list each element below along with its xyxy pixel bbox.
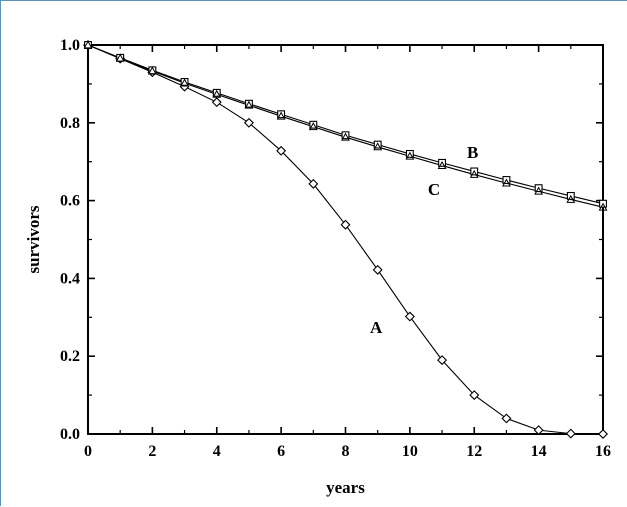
x-tick-label: 16 [595, 443, 611, 460]
y-tick-label: 0.2 [60, 348, 80, 365]
x-tick-label: 6 [277, 443, 285, 460]
marker-a [372, 264, 383, 275]
series-lines-group [87, 44, 604, 435]
marker-a [469, 390, 480, 401]
tick-group [87, 44, 604, 435]
marker-a [243, 117, 254, 128]
y-tick-label: 0.8 [60, 115, 80, 132]
series-line-a [87, 44, 604, 435]
marker-a [565, 428, 576, 439]
marker-c [501, 178, 511, 187]
marker-c [373, 142, 383, 151]
series-line-b [87, 44, 604, 205]
y-tick-label: 0.4 [60, 270, 80, 287]
marker-a [404, 311, 415, 322]
series-label-b: B [467, 143, 478, 162]
y-tick-label: 1.0 [60, 37, 80, 54]
text-group: 0 2 4 6 8 10 12 14 16 0.0 0.2 0.4 0.6 0.8 1.0 years surv… [24, 37, 611, 497]
marker-c [212, 89, 222, 98]
x-tick-label: 14 [531, 443, 547, 460]
marker-a [276, 145, 287, 156]
marker-c [115, 53, 125, 62]
plot-frame [87, 44, 604, 435]
x-tick-label: 12 [466, 443, 482, 460]
marker-c [405, 151, 415, 160]
x-tick-label: 4 [213, 443, 221, 460]
marker-a [308, 178, 319, 189]
marker-b [405, 149, 414, 158]
y-tick-label: 0.6 [60, 193, 80, 210]
marker-a [437, 355, 448, 366]
series-markers-group [83, 40, 608, 439]
marker-a [340, 219, 351, 230]
x-tick-label: 0 [84, 443, 92, 460]
series-label-a: A [370, 318, 383, 337]
marker-b [309, 120, 318, 129]
marker-c [244, 100, 254, 109]
marker-a [598, 429, 608, 439]
marker-a [533, 425, 544, 436]
x-axis-title: years [326, 478, 365, 497]
marker-c [598, 202, 608, 211]
marker-c [308, 122, 318, 131]
marker-a [501, 413, 512, 424]
marker-c [534, 186, 544, 195]
series-line-c [87, 44, 604, 208]
x-tick-label: 8 [342, 443, 350, 460]
marker-c [276, 111, 286, 120]
y-tick-label: 0.0 [60, 426, 80, 443]
marker-a [211, 97, 222, 108]
marker-c [147, 66, 157, 75]
marker-b [212, 88, 221, 97]
marker-c [566, 194, 576, 203]
plot-frame-group [87, 44, 604, 435]
marker-c [437, 160, 447, 169]
marker-c [83, 40, 93, 49]
series-label-c: C [428, 180, 440, 199]
x-tick-label: 10 [402, 443, 418, 460]
marker-c [180, 78, 190, 87]
marker-b [277, 110, 286, 119]
x-tick-label: 2 [148, 443, 156, 460]
y-axis-title: survivors [24, 205, 43, 273]
marker-b [244, 99, 253, 108]
marker-c [341, 132, 350, 141]
marker-b [341, 131, 350, 140]
marker-c [469, 169, 479, 178]
marker-b [373, 140, 382, 149]
